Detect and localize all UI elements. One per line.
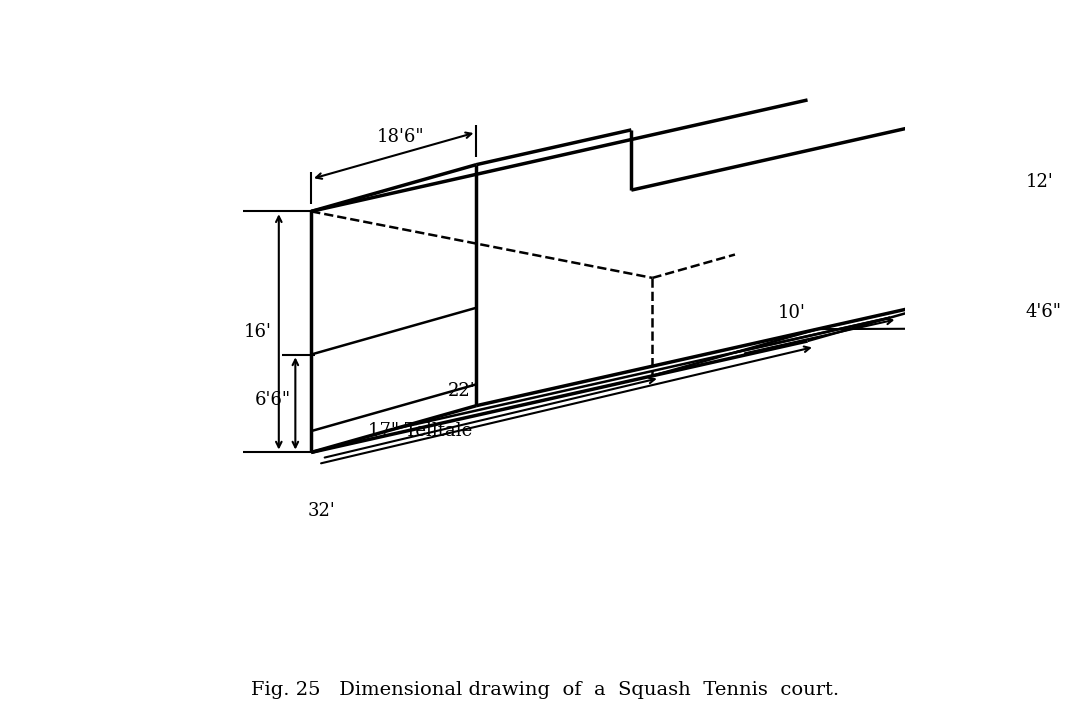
Text: 12': 12' (1026, 173, 1054, 191)
Text: 4'6": 4'6" (1026, 303, 1062, 320)
Text: 32': 32' (307, 502, 336, 521)
Text: 22': 22' (448, 382, 475, 400)
Text: Fig. 25   Dimensional drawing  of  a  Squash  Tennis  court.: Fig. 25 Dimensional drawing of a Squash … (251, 681, 839, 699)
Text: 6'6": 6'6" (255, 391, 291, 409)
Text: 10': 10' (778, 304, 806, 322)
Text: 17" Telltale: 17" Telltale (367, 422, 472, 440)
Text: 16': 16' (244, 323, 271, 341)
Text: 18'6": 18'6" (377, 128, 425, 146)
